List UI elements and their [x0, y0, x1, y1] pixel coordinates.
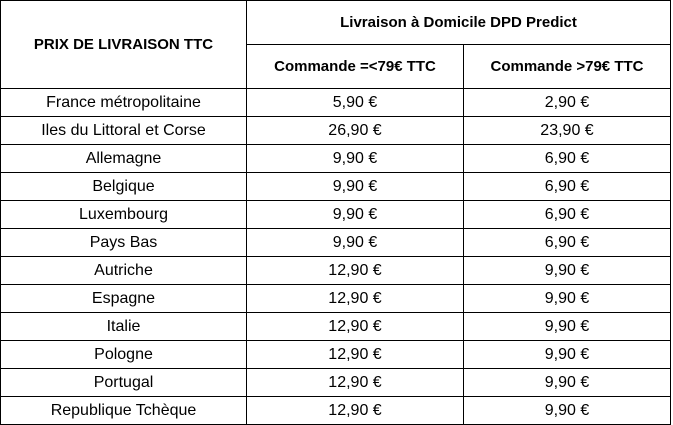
country-cell: Iles du Littoral et Corse: [0, 116, 247, 145]
table-row: Autriche 12,90 € 9,90 €: [0, 256, 671, 285]
table-row: Portugal 12,90 € 9,90 €: [0, 368, 671, 397]
price-over-cell: 9,90 €: [463, 340, 671, 369]
country-cell: Pologne: [0, 340, 247, 369]
table-row: Espagne 12,90 € 9,90 €: [0, 284, 671, 313]
price-over-cell: 9,90 €: [463, 284, 671, 313]
price-under-cell: 12,90 €: [246, 284, 464, 313]
price-under-cell: 12,90 €: [246, 340, 464, 369]
group-header: Livraison à Domicile DPD Predict: [246, 0, 671, 45]
country-cell: Pays Bas: [0, 228, 247, 257]
country-cell: Autriche: [0, 256, 247, 285]
price-under-cell: 9,90 €: [246, 144, 464, 173]
table-row: Italie 12,90 € 9,90 €: [0, 312, 671, 341]
col-header-over-79: Commande >79€ TTC: [463, 44, 671, 89]
country-cell: Portugal: [0, 368, 247, 397]
table-row: Allemagne 9,90 € 6,90 €: [0, 144, 671, 173]
price-over-cell: 9,90 €: [463, 256, 671, 285]
country-cell: Luxembourg: [0, 200, 247, 229]
price-under-cell: 12,90 €: [246, 256, 464, 285]
price-under-cell: 12,90 €: [246, 312, 464, 341]
price-under-cell: 9,90 €: [246, 200, 464, 229]
price-under-cell: 12,90 €: [246, 368, 464, 397]
corner-header: PRIX DE LIVRAISON TTC: [0, 0, 247, 89]
table-row: Republique Tchèque 12,90 € 9,90 €: [0, 396, 671, 425]
price-over-cell: 9,90 €: [463, 368, 671, 397]
col-header-under-79: Commande =<79€ TTC: [246, 44, 464, 89]
price-over-cell: 6,90 €: [463, 200, 671, 229]
price-over-cell: 9,90 €: [463, 396, 671, 425]
price-under-cell: 26,90 €: [246, 116, 464, 145]
table-row: Pays Bas 9,90 € 6,90 €: [0, 228, 671, 257]
price-under-cell: 9,90 €: [246, 228, 464, 257]
price-under-cell: 12,90 €: [246, 396, 464, 425]
country-cell: Belgique: [0, 172, 247, 201]
table-row: Luxembourg 9,90 € 6,90 €: [0, 200, 671, 229]
price-under-cell: 5,90 €: [246, 88, 464, 117]
table-row: Pologne 12,90 € 9,90 €: [0, 340, 671, 369]
table-row: France métropolitaine 5,90 € 2,90 €: [0, 88, 671, 117]
price-under-cell: 9,90 €: [246, 172, 464, 201]
price-over-cell: 6,90 €: [463, 228, 671, 257]
country-cell: Espagne: [0, 284, 247, 313]
country-cell: France métropolitaine: [0, 88, 247, 117]
price-over-cell: 6,90 €: [463, 172, 671, 201]
country-cell: Allemagne: [0, 144, 247, 173]
country-cell: Italie: [0, 312, 247, 341]
price-over-cell: 23,90 €: [463, 116, 671, 145]
country-cell: Republique Tchèque: [0, 396, 247, 425]
table-row: Belgique 9,90 € 6,90 €: [0, 172, 671, 201]
price-over-cell: 6,90 €: [463, 144, 671, 173]
price-over-cell: 9,90 €: [463, 312, 671, 341]
price-over-cell: 2,90 €: [463, 88, 671, 117]
table-row: Iles du Littoral et Corse 26,90 € 23,90 …: [0, 116, 671, 145]
